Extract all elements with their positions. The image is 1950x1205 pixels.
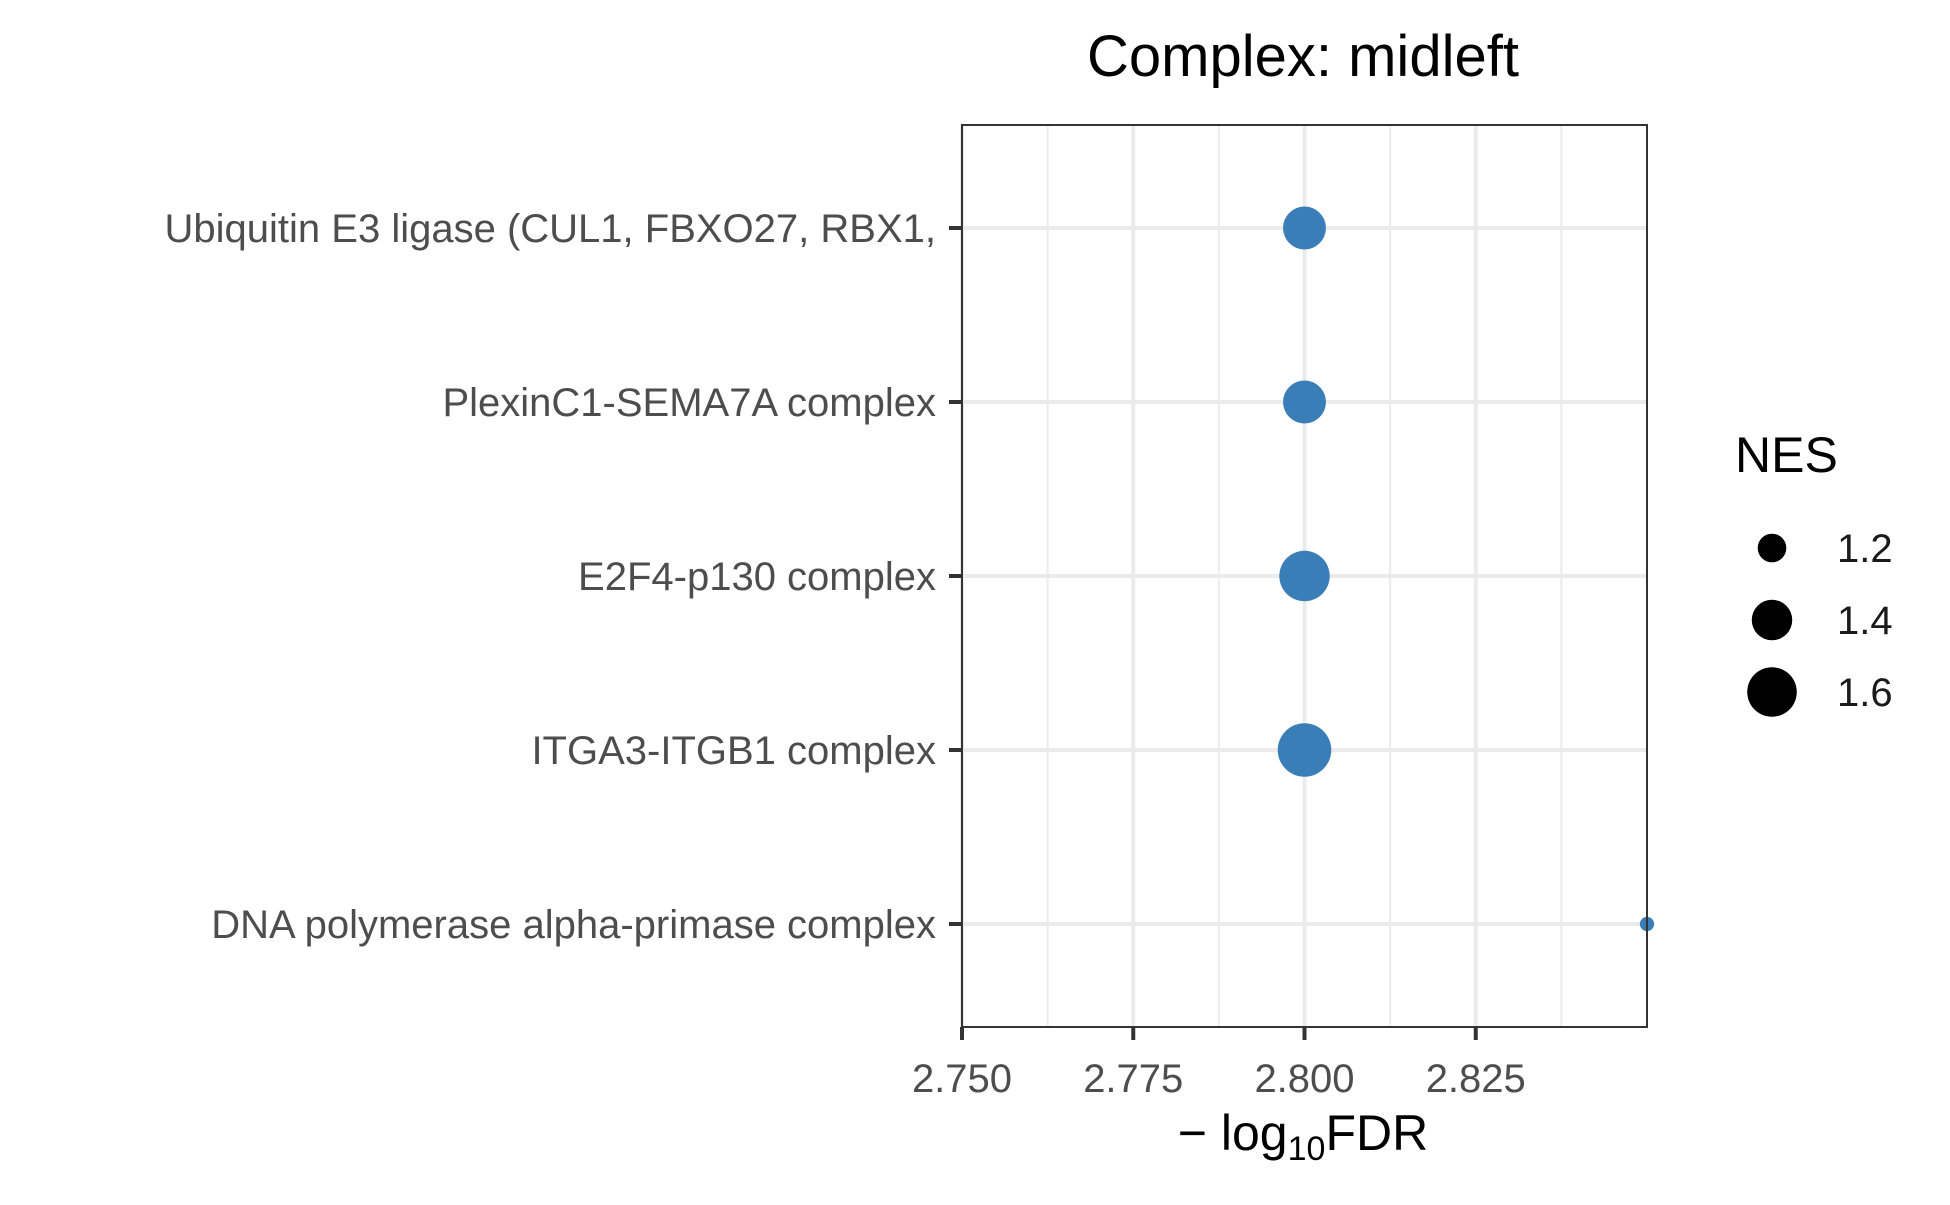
legend-key [1751, 599, 1793, 641]
data-point [1277, 723, 1332, 777]
legend-title: NES [1735, 427, 1838, 483]
y-tick-label: Ubiquitin E3 ligase (CUL1, FBXO27, RBX1, [165, 207, 936, 251]
x-axis-title-prefix: − log [1178, 1105, 1288, 1161]
legend-label: 1.6 [1837, 671, 1893, 715]
data-point [1283, 380, 1326, 424]
x-axis-title: − log10FDR [1178, 1105, 1428, 1168]
x-tick-label: 2.800 [1254, 1057, 1354, 1101]
legend-label: 1.4 [1837, 599, 1893, 643]
legend-key [1747, 667, 1797, 717]
y-axis: Ubiquitin E3 ligase (CUL1, FBXO27, RBX1,… [165, 207, 962, 947]
legend-key [1757, 533, 1787, 563]
y-tick-label: DNA polymerase alpha-primase complex [211, 903, 936, 947]
data-point [1279, 550, 1330, 602]
x-tick-label: 2.750 [912, 1057, 1012, 1101]
chart-title: Complex: midleft [1087, 24, 1519, 89]
x-tick-label: 2.775 [1083, 1057, 1183, 1101]
x-axis: 2.750 2.775 2.800 2.825 [912, 1027, 1526, 1101]
y-tick-label: ITGA3-ITGB1 complex [531, 729, 936, 773]
x-tick-label: 2.825 [1426, 1057, 1526, 1101]
data-points [1277, 206, 1655, 932]
data-point [1283, 206, 1326, 250]
legend-label: 1.2 [1837, 527, 1893, 571]
size-legend: NES 1.2 1.4 1.6 [1735, 427, 1893, 717]
y-tick-label: E2F4-p130 complex [578, 555, 936, 599]
x-axis-title-subscript: 10 [1288, 1130, 1326, 1168]
x-axis-title-suffix: FDR [1325, 1105, 1428, 1161]
y-tick-label: PlexinC1-SEMA7A complex [442, 381, 936, 425]
